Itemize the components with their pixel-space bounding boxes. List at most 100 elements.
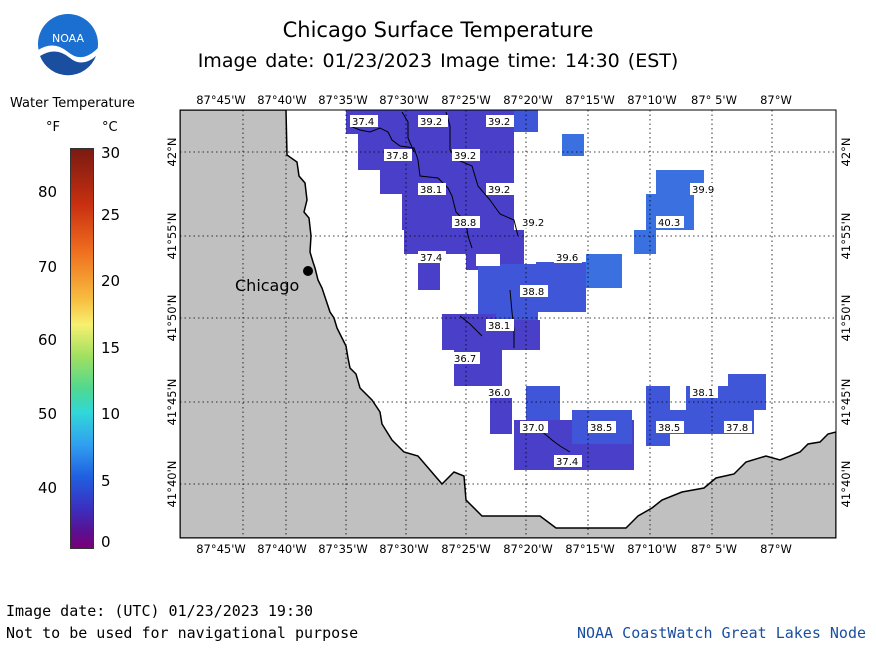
- svg-text:38.1: 38.1: [488, 321, 510, 332]
- temp-label: 37.4: [418, 251, 446, 264]
- lon-label: 87°45'W: [196, 542, 246, 556]
- svg-text:39.9: 39.9: [692, 185, 714, 196]
- svg-text:38.5: 38.5: [658, 423, 680, 434]
- lon-label: 87°W: [760, 93, 792, 107]
- temperature-color-bar: [70, 148, 94, 549]
- legend-f-tick: 60: [38, 331, 58, 349]
- temp-label: 40.3: [656, 216, 684, 229]
- lon-label: 87°10'W: [627, 542, 677, 556]
- temp-label: 39.2: [486, 183, 514, 196]
- lon-label: 87° 5'W: [691, 93, 737, 107]
- lon-label: 87°35'W: [318, 93, 368, 107]
- temp-label: 38.5: [656, 421, 684, 434]
- svg-text:36.7: 36.7: [454, 354, 476, 365]
- land-west: [180, 110, 836, 538]
- temp-label: 37.4: [350, 115, 378, 128]
- svg-text:38.5: 38.5: [590, 423, 612, 434]
- temp-label: 38.5: [588, 421, 616, 434]
- svg-text:37.0: 37.0: [522, 423, 544, 434]
- lon-label: 87°30'W: [379, 93, 429, 107]
- temp-label: 39.2: [418, 115, 448, 128]
- lon-labels-top: 87°45'W 87°40'W 87°35'W 87°30'W 87°25'W …: [196, 93, 792, 107]
- lat-label: 41°50'N: [839, 295, 853, 342]
- legend-c-tick: 30: [101, 144, 121, 162]
- svg-text:37.4: 37.4: [420, 253, 442, 264]
- temp-label: 37.8: [724, 421, 752, 434]
- lon-label: 87°20'W: [503, 542, 553, 556]
- svg-text:40.3: 40.3: [658, 218, 680, 229]
- lon-label: 87°25'W: [441, 542, 491, 556]
- lat-label: 41°40'N: [165, 461, 179, 508]
- lon-label: 87°25'W: [441, 93, 491, 107]
- chicago-marker: [303, 266, 313, 276]
- noaa-logo: NOAA: [38, 14, 98, 76]
- legend-f-tick: 70: [38, 258, 58, 276]
- lat-label: 42°N: [165, 138, 179, 167]
- temp-label: 37.0: [520, 421, 548, 434]
- svg-text:39.6: 39.6: [556, 253, 578, 264]
- lat-label: 41°45'N: [839, 379, 853, 426]
- temp-label: 38.8: [452, 216, 480, 229]
- svg-text:38.8: 38.8: [454, 218, 476, 229]
- legend-unit-c: °C: [102, 120, 118, 135]
- temp-label: 36.0: [486, 386, 514, 399]
- lat-label: 41°55'N: [165, 213, 179, 260]
- svg-text:39.2: 39.2: [488, 117, 510, 128]
- legend-c-tick: 20: [101, 272, 121, 290]
- legend-c-tick: 5: [101, 472, 111, 490]
- lon-label: 87°20'W: [503, 93, 553, 107]
- lon-label: 87°40'W: [257, 93, 307, 107]
- temp-label: 38.1: [418, 183, 446, 196]
- temperature-labels: 37.4 39.2 39.2 37.8 39.2 38.1 39.2 39.9 …: [350, 115, 752, 468]
- legend-c-tick: 10: [101, 405, 121, 423]
- temp-label: 38.1: [486, 319, 514, 332]
- temp-label: 39.9: [690, 183, 718, 196]
- svg-text:38.1: 38.1: [692, 388, 714, 399]
- lon-label: 87°40'W: [257, 542, 307, 556]
- svg-text:37.4: 37.4: [352, 117, 374, 128]
- lon-label: 87°15'W: [565, 93, 615, 107]
- lat-label: 41°50'N: [165, 295, 179, 342]
- lat-label: 41°40'N: [839, 461, 853, 508]
- graticule: [180, 110, 836, 538]
- lat-labels-left: 42°N 41°55'N 41°50'N 41°45'N 41°40'N: [165, 138, 179, 508]
- legend-unit-f: °F: [46, 120, 60, 135]
- temp-label: 39.2: [486, 115, 514, 128]
- temp-label: 38.1: [690, 386, 718, 399]
- legend-f-tick: 80: [38, 183, 58, 201]
- lon-label: 87° 5'W: [691, 542, 737, 556]
- legend-f-tick: 40: [38, 479, 58, 497]
- legend-c-tick: 15: [101, 339, 121, 357]
- noaa-logo-text: NOAA: [52, 32, 85, 45]
- svg-text:39.2: 39.2: [522, 218, 544, 229]
- lon-label: 87°35'W: [318, 542, 368, 556]
- svg-text:38.8: 38.8: [522, 287, 544, 298]
- svg-text:37.8: 37.8: [386, 151, 408, 162]
- svg-text:38.1: 38.1: [420, 185, 442, 196]
- legend-c-tick: 0: [101, 533, 111, 551]
- temp-label: 38.8: [520, 285, 548, 298]
- legend-c-tick: 25: [101, 206, 121, 224]
- temp-label: 39.2: [520, 216, 548, 229]
- temp-label: 36.7: [452, 352, 480, 365]
- temp-label: 37.8: [384, 149, 412, 162]
- isotherm-lines: [349, 111, 571, 453]
- city-label-chicago: Chicago: [235, 276, 299, 295]
- svg-text:39.2: 39.2: [488, 185, 510, 196]
- lon-label: 87°15'W: [565, 542, 615, 556]
- footer-disclaimer: Not to be used for navigational purpose: [6, 624, 359, 642]
- lat-label: 41°45'N: [165, 379, 179, 426]
- svg-text:39.2: 39.2: [454, 151, 476, 162]
- lat-label: 41°55'N: [839, 213, 853, 260]
- svg-text:36.0: 36.0: [488, 388, 510, 399]
- temp-label: 37.4: [554, 455, 582, 468]
- lat-label: 42°N: [839, 138, 853, 167]
- lon-labels-bottom: 87°45'W 87°40'W 87°35'W 87°30'W 87°25'W …: [196, 542, 792, 556]
- legend-f-tick: 50: [38, 405, 58, 423]
- lon-label: 87°10'W: [627, 93, 677, 107]
- svg-text:37.4: 37.4: [556, 457, 578, 468]
- footer-credit: NOAA CoastWatch Great Lakes Node: [577, 624, 866, 642]
- lon-label: 87°45'W: [196, 93, 246, 107]
- image-date-subtitle: Image date: 01/23/2023 Image time: 14:30…: [197, 50, 679, 72]
